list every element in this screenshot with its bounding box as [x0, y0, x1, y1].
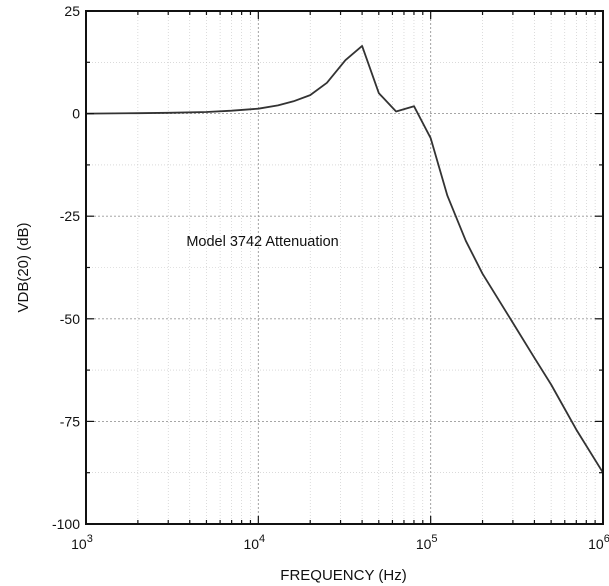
annotations: Model 3742 Attenuation — [186, 234, 338, 250]
y-tick-label: -75 — [60, 413, 80, 429]
x-tick-exponent: 4 — [259, 533, 265, 545]
x-tick-label: 105 — [416, 533, 438, 552]
y-tick-label: 25 — [64, 3, 80, 19]
x-tick-base: 10 — [243, 536, 259, 552]
x-tick-exponent: 3 — [87, 533, 93, 545]
x-tick-label: 106 — [588, 533, 609, 552]
x-tick-base: 10 — [71, 536, 87, 552]
x-tick-label: 103 — [71, 533, 93, 552]
axis-ticks — [86, 10, 603, 525]
annotation-label: Model 3742 Attenuation — [186, 234, 338, 250]
x-tick-base: 10 — [416, 536, 432, 552]
x-tick-exponent: 5 — [431, 533, 437, 545]
series-line-0 — [85, 45, 604, 474]
y-tick-label: -25 — [60, 208, 80, 224]
y-axis-title: VDB(20) (dB) — [15, 222, 32, 312]
x-axis-title: FREQUENCY (Hz) — [280, 567, 406, 584]
series-layer — [85, 45, 604, 474]
x-tick-base: 10 — [588, 536, 604, 552]
y-tick-label: -100 — [52, 516, 80, 532]
x-tick-label: 104 — [243, 533, 265, 552]
x-tick-exponent: 6 — [604, 533, 609, 545]
grid — [86, 11, 603, 524]
y-tick-label: 0 — [72, 106, 80, 122]
y-tick-label: -50 — [60, 311, 80, 327]
